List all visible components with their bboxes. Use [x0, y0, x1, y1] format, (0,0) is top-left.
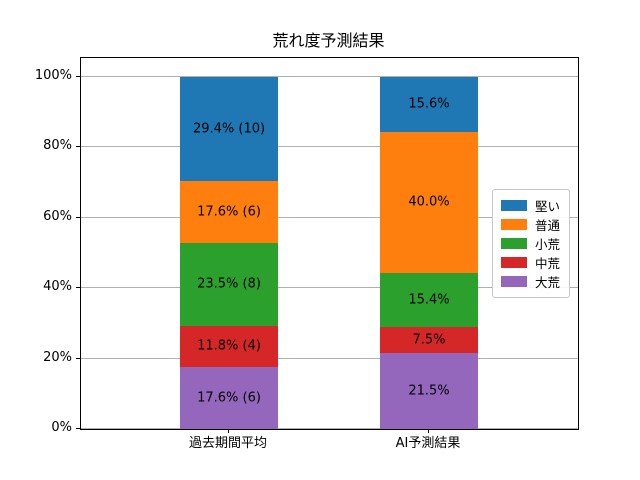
y-tick-mark: [76, 216, 80, 218]
segment-堅い-0: 29.4% (10): [180, 77, 278, 181]
segment-普通-0: 17.6% (6): [180, 180, 278, 243]
legend-label: 中荒: [535, 256, 561, 271]
segment-label: 29.4% (10): [192, 121, 266, 137]
bar-ai-prediction: 21.5% 7.5% 15.4% 40.0% 15.6%: [380, 58, 478, 429]
segment-label: 23.5% (8): [197, 276, 261, 292]
legend-item-小荒: 小荒: [501, 234, 560, 253]
legend-label: 堅い: [535, 199, 561, 214]
legend-item-中荒: 中荒: [501, 253, 560, 272]
segment-label: 11.8% (4): [197, 338, 261, 354]
x-tick-mark: [428, 429, 429, 433]
y-tick-mark: [76, 76, 80, 77]
y-tick-mark: [76, 428, 80, 429]
gridline-80: [81, 146, 578, 148]
y-tick-label-60: 60%: [43, 208, 72, 224]
bar-past-average: 17.6% (6) 11.8% (4) 23.5% (8) 17.6% (6) 29.4…: [180, 58, 278, 429]
legend: 堅い普通小荒中荒大荒: [492, 189, 571, 298]
gridline-40: [81, 287, 578, 289]
segment-label: 7.5%: [412, 332, 446, 348]
gridline-20: [81, 357, 578, 359]
y-tick-label-100: 100%: [34, 68, 72, 83]
legend-label: 普通: [535, 218, 561, 233]
segment-小荒-1: 15.4%: [380, 272, 478, 327]
legend-swatch-icon: [501, 238, 527, 249]
y-tick-label-20: 20%: [43, 349, 72, 365]
legend-item-大荒: 大荒: [501, 272, 560, 291]
segment-label: 17.6% (6): [197, 390, 261, 406]
legend-swatch-icon: [501, 276, 527, 287]
x-tick-mark: [228, 429, 229, 433]
segment-中荒-1: 7.5%: [380, 326, 478, 354]
legend-label: 小荒: [535, 237, 561, 252]
y-tick-label-40: 40%: [43, 279, 72, 295]
segment-中荒-0: 11.8% (4): [180, 325, 278, 368]
legend-swatch-icon: [501, 200, 527, 211]
x-tick-label-0: 過去期間平均: [188, 436, 267, 451]
y-tick-label-0: 0%: [51, 420, 72, 435]
segment-label: 15.6%: [408, 96, 450, 112]
x-tick-label-1: AI予測結果: [395, 436, 461, 451]
gridline-0: [81, 428, 578, 429]
legend-item-堅い: 堅い: [501, 196, 560, 215]
segment-堅い-1: 15.6%: [380, 77, 478, 132]
segment-大荒-0: 17.6% (6): [180, 367, 278, 429]
y-tick-mark: [76, 146, 80, 148]
y-tick-mark: [76, 357, 80, 359]
chart-title: 荒れ度予測結果: [272, 31, 385, 50]
legend-swatch-icon: [501, 219, 527, 230]
segment-label: 21.5%: [408, 383, 450, 399]
y-tick-label-80: 80%: [43, 138, 72, 154]
legend-label: 大荒: [535, 275, 561, 290]
legend-item-普通: 普通: [501, 215, 560, 234]
gridline-100: [81, 76, 578, 77]
segment-小荒-0: 23.5% (8): [180, 242, 278, 326]
segment-普通-1: 40.0%: [380, 131, 478, 273]
gridline-60: [81, 216, 578, 218]
legend-swatch-icon: [501, 257, 527, 268]
segment-大荒-1: 21.5%: [380, 353, 478, 429]
y-tick-mark: [76, 287, 80, 289]
